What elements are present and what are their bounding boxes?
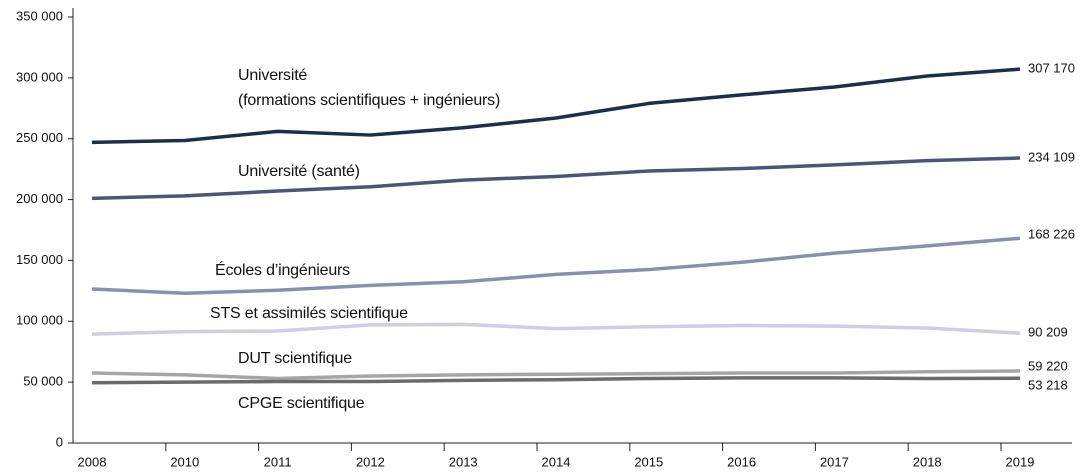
- series-line: [91, 369, 1021, 381]
- series-label: DUT scientifique: [238, 350, 352, 367]
- series-label: CPGE scientifique: [238, 395, 365, 412]
- y-tick-label: 250 000: [16, 130, 63, 145]
- y-tick-label: 200 000: [16, 191, 63, 206]
- series-line: [91, 67, 1021, 145]
- data-label: 307 170: [1028, 61, 1075, 76]
- x-tick-label: 2013: [449, 454, 478, 469]
- x-tick-label: 2011: [264, 454, 292, 469]
- y-tick-label: 50 000: [23, 374, 63, 389]
- x-tick-label: 2012: [356, 454, 385, 469]
- series-line: [91, 376, 1021, 385]
- series-label: Université (santé): [238, 163, 360, 180]
- series-line: [91, 236, 1021, 296]
- y-tick-label: 0: [56, 434, 63, 449]
- x-tick-label: 2010: [170, 454, 199, 469]
- series-label: Écoles d’ingénieurs: [215, 262, 350, 279]
- data-label: 59 220: [1028, 358, 1068, 373]
- x-tick-label: 2018: [913, 454, 942, 469]
- series-label: Université (formations scientifiques + i…: [238, 67, 501, 109]
- x-tick-label: 2017: [820, 454, 849, 469]
- y-tick-label: 100 000: [16, 313, 63, 328]
- y-tick-label: 350 000: [16, 8, 63, 23]
- data-label: 90 209: [1028, 325, 1068, 340]
- data-label: 168 226: [1028, 227, 1075, 242]
- y-tick-label: 300 000: [16, 69, 63, 84]
- x-tick-label: 2019: [1006, 454, 1035, 469]
- series-label: STS et assimilés scientifique: [210, 305, 408, 322]
- data-label: 234 109: [1028, 149, 1075, 164]
- x-tick-label: 2014: [542, 454, 571, 469]
- series-line: [91, 322, 1021, 336]
- series-line: [91, 156, 1021, 201]
- x-tick-label: 2016: [727, 454, 756, 469]
- x-tick-label: 2015: [634, 454, 663, 469]
- data-label: 53 218: [1028, 378, 1068, 393]
- x-tick-label: 2008: [78, 454, 107, 469]
- y-tick-label: 150 000: [16, 252, 63, 267]
